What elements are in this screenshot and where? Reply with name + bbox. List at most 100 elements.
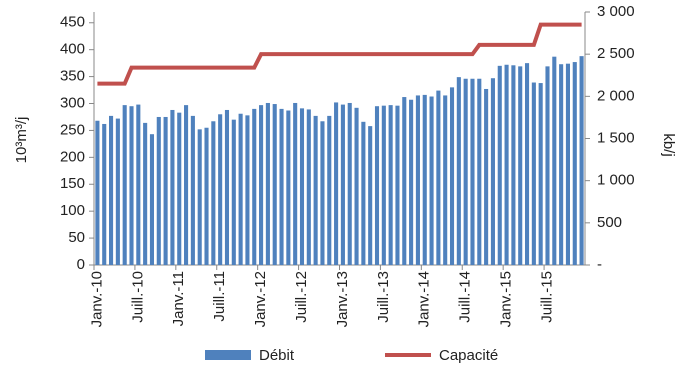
bar xyxy=(565,63,570,265)
bar xyxy=(293,102,298,265)
bar xyxy=(361,121,366,265)
x-tick-label: Janv.-15 xyxy=(498,271,515,327)
bar xyxy=(477,78,482,266)
x-tick-label: Janv.-11 xyxy=(170,271,187,326)
y2-tick-label: 1 500 xyxy=(597,129,635,146)
bar xyxy=(129,106,134,266)
y-axis-title: 10³m³/j xyxy=(13,117,30,164)
y-tick-label: 400 xyxy=(60,41,85,58)
x-tick-label: Janv.-14 xyxy=(416,271,433,327)
bar xyxy=(122,105,127,265)
bar xyxy=(211,121,216,265)
bar xyxy=(115,118,120,265)
bar xyxy=(102,123,107,265)
bar xyxy=(449,87,455,266)
bar xyxy=(163,116,168,266)
y-tick-label: 200 xyxy=(60,148,85,165)
bar xyxy=(320,121,325,265)
bar xyxy=(279,108,284,265)
bar xyxy=(156,116,161,266)
x-tick-label: Juill.-12 xyxy=(293,271,310,323)
bar xyxy=(286,110,291,265)
bar xyxy=(545,66,550,265)
bar xyxy=(149,134,155,265)
bar xyxy=(313,115,318,266)
bar xyxy=(559,64,564,265)
bar xyxy=(340,104,345,265)
bar xyxy=(238,113,243,265)
y-tick-label: 100 xyxy=(60,202,85,219)
x-tick-label: Janv.-13 xyxy=(334,271,351,327)
bar xyxy=(95,120,100,265)
legend-label: Débit xyxy=(259,347,295,364)
bar xyxy=(136,104,141,265)
y2-tick-label: 2 000 xyxy=(597,87,635,104)
bar xyxy=(143,122,148,265)
bar xyxy=(388,105,393,265)
y-tick-label: 450 xyxy=(60,14,85,31)
y-tick-label: 300 xyxy=(60,94,85,111)
x-tick-label: Janv.-12 xyxy=(252,271,269,327)
bar xyxy=(497,65,502,265)
bar xyxy=(327,115,332,266)
bar xyxy=(484,88,489,265)
bar xyxy=(572,62,577,265)
bar xyxy=(252,108,257,265)
bar xyxy=(170,109,175,265)
bar xyxy=(109,115,114,266)
x-tick-label: Juill.-13 xyxy=(375,271,392,323)
bar xyxy=(272,104,277,265)
y2-tick-label: - xyxy=(597,256,602,273)
x-tick-label: Janv.-10 xyxy=(88,271,105,327)
bar xyxy=(429,96,434,266)
line xyxy=(97,22,582,86)
x-tick-label: Juill.-10 xyxy=(129,271,146,323)
bar xyxy=(470,78,475,266)
bar xyxy=(456,77,461,266)
y2-tick-label: 1 000 xyxy=(597,172,635,189)
bar xyxy=(443,95,448,265)
bar xyxy=(265,102,270,265)
bar xyxy=(231,119,236,265)
bar xyxy=(395,105,400,266)
y2-tick-label: 500 xyxy=(597,214,622,231)
legend-swatch xyxy=(205,350,251,360)
bar xyxy=(245,115,250,265)
bar xyxy=(518,66,523,265)
bar xyxy=(436,90,441,265)
bar xyxy=(306,109,311,265)
bar xyxy=(374,106,380,266)
y2-tick-label: 2 500 xyxy=(597,45,635,62)
y-tick-label: 50 xyxy=(68,229,85,246)
bar xyxy=(531,82,536,265)
bar xyxy=(381,105,386,266)
bar xyxy=(579,56,584,265)
y-tick-label: 250 xyxy=(60,121,85,138)
y-tick-label: 150 xyxy=(60,175,85,192)
y2-tick-label: 3 000 xyxy=(597,3,635,20)
bar xyxy=(218,114,223,265)
x-tick-label: Juill.-11 xyxy=(211,271,228,322)
x-tick-label: Juill.-15 xyxy=(538,271,555,323)
bar xyxy=(259,105,264,265)
bar xyxy=(177,112,182,265)
bar xyxy=(299,108,305,265)
bar xyxy=(511,65,516,265)
bar xyxy=(552,56,557,265)
bar xyxy=(524,63,530,265)
bar xyxy=(422,94,427,265)
x-tick-label: Juill.-14 xyxy=(457,271,474,323)
bar xyxy=(184,105,189,265)
bar xyxy=(415,95,420,265)
bar xyxy=(190,115,195,266)
bar xyxy=(197,129,202,265)
y-tick-label: 0 xyxy=(77,256,85,273)
bar xyxy=(204,127,209,265)
bar xyxy=(402,97,407,266)
bar xyxy=(504,64,509,265)
bar xyxy=(354,107,359,266)
y-tick-label: 350 xyxy=(60,68,85,85)
y2-axis-title: kb/j xyxy=(660,133,677,156)
bar xyxy=(538,83,543,265)
